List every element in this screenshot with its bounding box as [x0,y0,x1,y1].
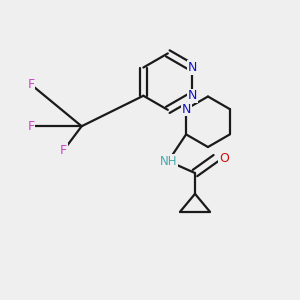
Text: F: F [60,143,68,157]
Text: N: N [188,89,197,102]
Text: N: N [188,61,197,74]
Text: F: F [28,120,35,133]
Text: O: O [219,152,229,165]
Text: NH: NH [160,154,177,168]
Text: N: N [182,103,191,116]
Text: F: F [28,78,35,91]
